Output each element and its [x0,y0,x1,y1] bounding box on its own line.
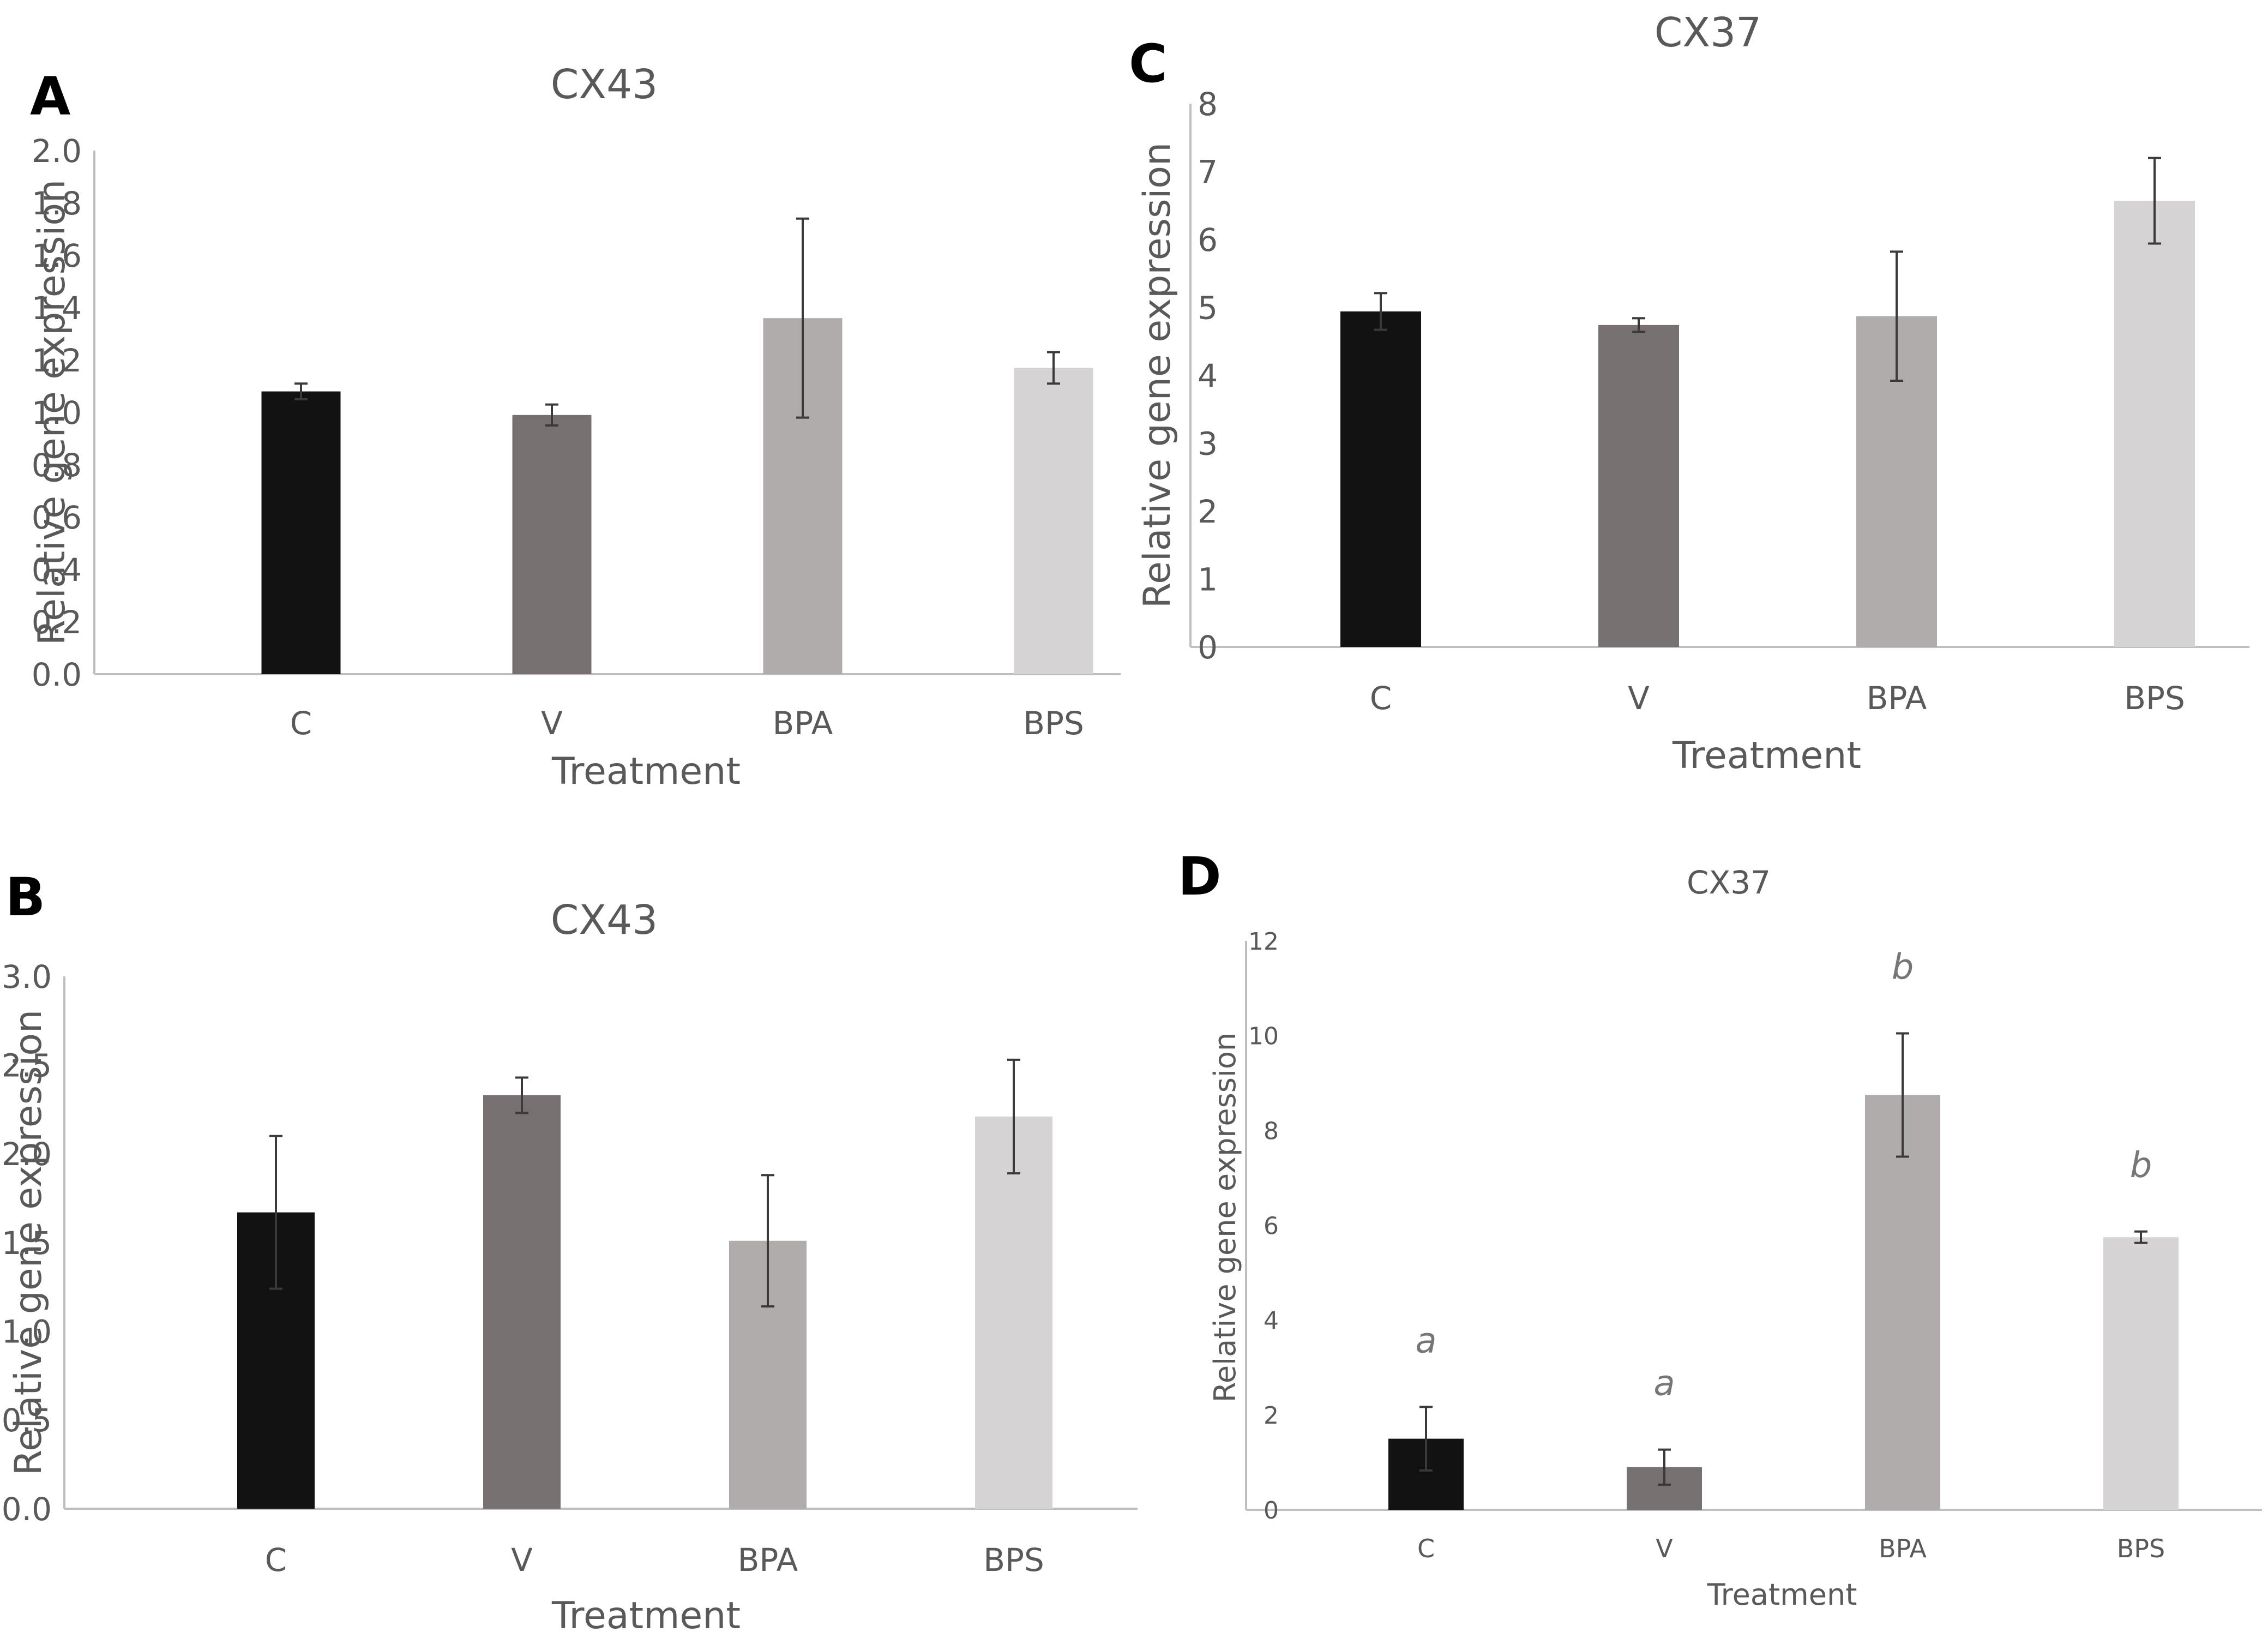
y-tick-label: 4 [1264,1307,1279,1335]
x-tick-label: V [511,1541,533,1579]
significance-letter: b [2130,1145,2152,1186]
y-tick-label: 3 [1198,425,1218,462]
bar-bpa [1865,1095,1940,1510]
y-tick-label: 1 [1198,561,1218,598]
chart-title: CX37 [1655,9,1762,56]
panel-letter: A [30,66,70,127]
x-tick-label: V [541,705,563,742]
y-tick-label: 12 [1248,928,1279,956]
y-tick-label: 2.5 [2,1047,52,1084]
bar-c [261,391,341,674]
x-tick-label: BPS [1023,705,1084,742]
y-tick-label: 0.2 [32,604,82,641]
chart-panel-b: B CX43 0.0 0.5 1.0 1.5 2.0 2.5 3.0 C V BPA BPS Treatm… [2,867,1138,1637]
x-tick-label: V [1656,1534,1673,1563]
y-tick-label: 0.4 [32,551,82,589]
bar-bps [2103,1237,2179,1510]
x-axis-title: Treatment [551,750,741,793]
x-tick-label: V [1628,680,1650,717]
y-tick-label: 3.0 [2,958,52,995]
x-tick-label: BPA [773,705,833,742]
y-tick-label: 1.8 [32,185,82,222]
bar-bps [2114,201,2195,647]
y-axis-title: Relative gene expression [1136,142,1179,608]
bar-v [1598,325,1679,647]
x-tick-label: BPA [1879,1534,1927,1563]
y-tick-label: 10 [1248,1023,1279,1051]
y-tick-label: 1.2 [32,342,82,379]
bar-c [1340,311,1421,647]
x-tick-label: C [1370,680,1392,717]
chart-panel-a: A CX43 0.0 0.2 0.4 0.6 0.8 1.0 1.2 1.4 1.6 1.8 2.0 C V… [30,61,1121,793]
y-axis-title: Relative gene expression [31,179,74,645]
y-tick-label: 8 [1264,1118,1279,1145]
x-axis-title: Treatment [551,1594,741,1637]
x-axis-title: Treatment [1707,1577,1857,1612]
bar-v [512,415,592,674]
x-tick-label: BPS [2117,1534,2165,1563]
y-tick-label: 1.6 [32,237,82,274]
significance-letter: a [1415,1321,1436,1361]
significance-letter: a [1653,1364,1675,1404]
bar-v [483,1095,561,1509]
y-tick-label: 4 [1198,357,1218,394]
y-tick-label: 2.0 [32,133,82,170]
y-tick-label: 6 [1264,1212,1279,1240]
y-tick-label: 0.0 [2,1491,52,1528]
y-axis-title: Relative gene expression [7,1010,50,1475]
chart-title: CX37 [1687,864,1771,901]
y-tick-label: 1.0 [32,394,82,431]
x-tick-label: BPS [983,1541,1044,1579]
y-tick-label: 1.4 [32,290,82,327]
x-tick-label: BPA [1867,680,1927,717]
y-tick-label: 6 [1198,221,1218,259]
y-tick-label: 5 [1198,289,1218,326]
y-tick-label: 0.6 [32,499,82,536]
chart-title: CX43 [551,61,658,108]
y-tick-label: 2 [1198,493,1218,530]
bar-bps [975,1117,1052,1509]
panel-letter: B [5,867,45,928]
y-tick-label: 2.0 [2,1136,52,1173]
panel-letter: C [1129,33,1167,94]
y-tick-label: 0 [1198,629,1218,666]
x-tick-label: C [265,1541,287,1579]
y-tick-label: 8 [1198,86,1218,123]
y-tick-label: 0.5 [2,1402,52,1439]
x-tick-label: BPA [738,1541,798,1579]
y-tick-label: 0 [1264,1497,1279,1525]
y-tick-label: 7 [1198,153,1218,190]
y-tick-label: 2 [1264,1402,1279,1430]
y-tick-label: 1.5 [2,1225,52,1262]
bar-bps [1014,368,1093,674]
x-tick-label: BPS [2124,680,2185,717]
chart-panel-d: D CX37 0 2 4 6 8 10 12 Ca Va BPA b BPS b Treatment Relat… [1178,846,2262,1612]
y-tick-label: 0.8 [32,447,82,484]
x-tick-label: C [1417,1534,1435,1563]
x-tick-label: C [290,705,312,742]
panel-letter: D [1178,846,1222,907]
y-axis-title: Relative gene expression [1208,1033,1242,1402]
x-axis-title: Treatment [1672,734,1861,777]
y-tick-label: 0.0 [32,656,82,693]
significance-letter: b [1892,947,1914,987]
y-tick-label: 1.0 [2,1313,52,1351]
chart-title: CX43 [551,897,658,944]
